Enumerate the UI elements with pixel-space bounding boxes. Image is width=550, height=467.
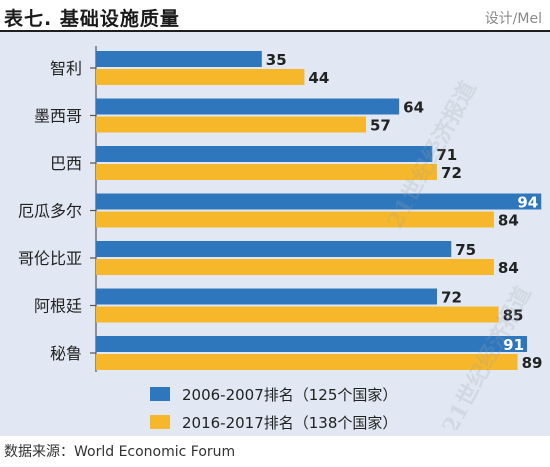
bar-2006-2007 [96, 193, 542, 210]
page-title: 表七. 基础设施质量 [4, 8, 180, 30]
category-label: 巴西 [50, 154, 82, 173]
legend: 2006-2007排名（125个国家） 2016-2017排名（138个国家） [150, 386, 397, 432]
bar-2006-2007 [96, 98, 400, 115]
bar-2016-2017 [96, 116, 366, 133]
legend-swatch-2006 [150, 387, 170, 401]
bar-value-label: 35 [266, 51, 287, 69]
bar-value-label: 71 [436, 146, 457, 164]
bar-value-label: 89 [522, 354, 543, 372]
bar-value-label: 44 [308, 69, 329, 87]
bar-2016-2017 [96, 164, 438, 180]
bar-value-label: 64 [403, 99, 424, 117]
bar-value-label: 85 [503, 307, 524, 325]
designer-credit: 设计/Mel [484, 11, 542, 27]
bar-2006-2007 [96, 51, 262, 67]
category-label: 墨西哥 [34, 107, 82, 126]
category-label: 哥伦比亚 [18, 249, 82, 268]
bar-2006-2007 [96, 146, 433, 162]
bar-2016-2017 [96, 259, 494, 275]
bar-value-label: 84 [498, 212, 519, 230]
bar-2006-2007 [96, 336, 528, 352]
bar-2006-2007 [96, 241, 452, 257]
category-label: 秘鲁 [50, 344, 82, 363]
chart-panel: 35 44 64 57 71 72 94 84 75 84 72 85 91 89 智利 墨西哥 巴西 厄瓜多尔… [0, 32, 550, 436]
bar-2016-2017 [96, 354, 518, 370]
title-rule [0, 30, 550, 32]
bar-2016-2017 [96, 211, 494, 228]
bar-value-label: 94 [517, 194, 538, 212]
bar-value-label: 75 [455, 241, 476, 259]
category-label: 智利 [50, 59, 82, 78]
bar-value-label: 72 [441, 289, 462, 307]
bar-value-label: 57 [370, 117, 391, 135]
data-source: 数据来源：World Economic Forum [4, 444, 236, 460]
legend-swatch-2016 [150, 415, 170, 429]
bar-value-label: 84 [498, 259, 519, 277]
category-label: 厄瓜多尔 [18, 202, 82, 221]
bar-value-label: 91 [503, 336, 524, 354]
legend-label-2006: 2006-2007排名（125个国家） [182, 386, 397, 404]
legend-label-2016: 2016-2017排名（138个国家） [182, 414, 397, 432]
category-label: 阿根廷 [34, 297, 82, 316]
bar-2016-2017 [96, 69, 305, 85]
y-axis-ticks [90, 67, 96, 354]
bar-2016-2017 [96, 306, 499, 323]
bar-value-label: 72 [441, 164, 462, 182]
bar-2006-2007 [96, 288, 438, 305]
